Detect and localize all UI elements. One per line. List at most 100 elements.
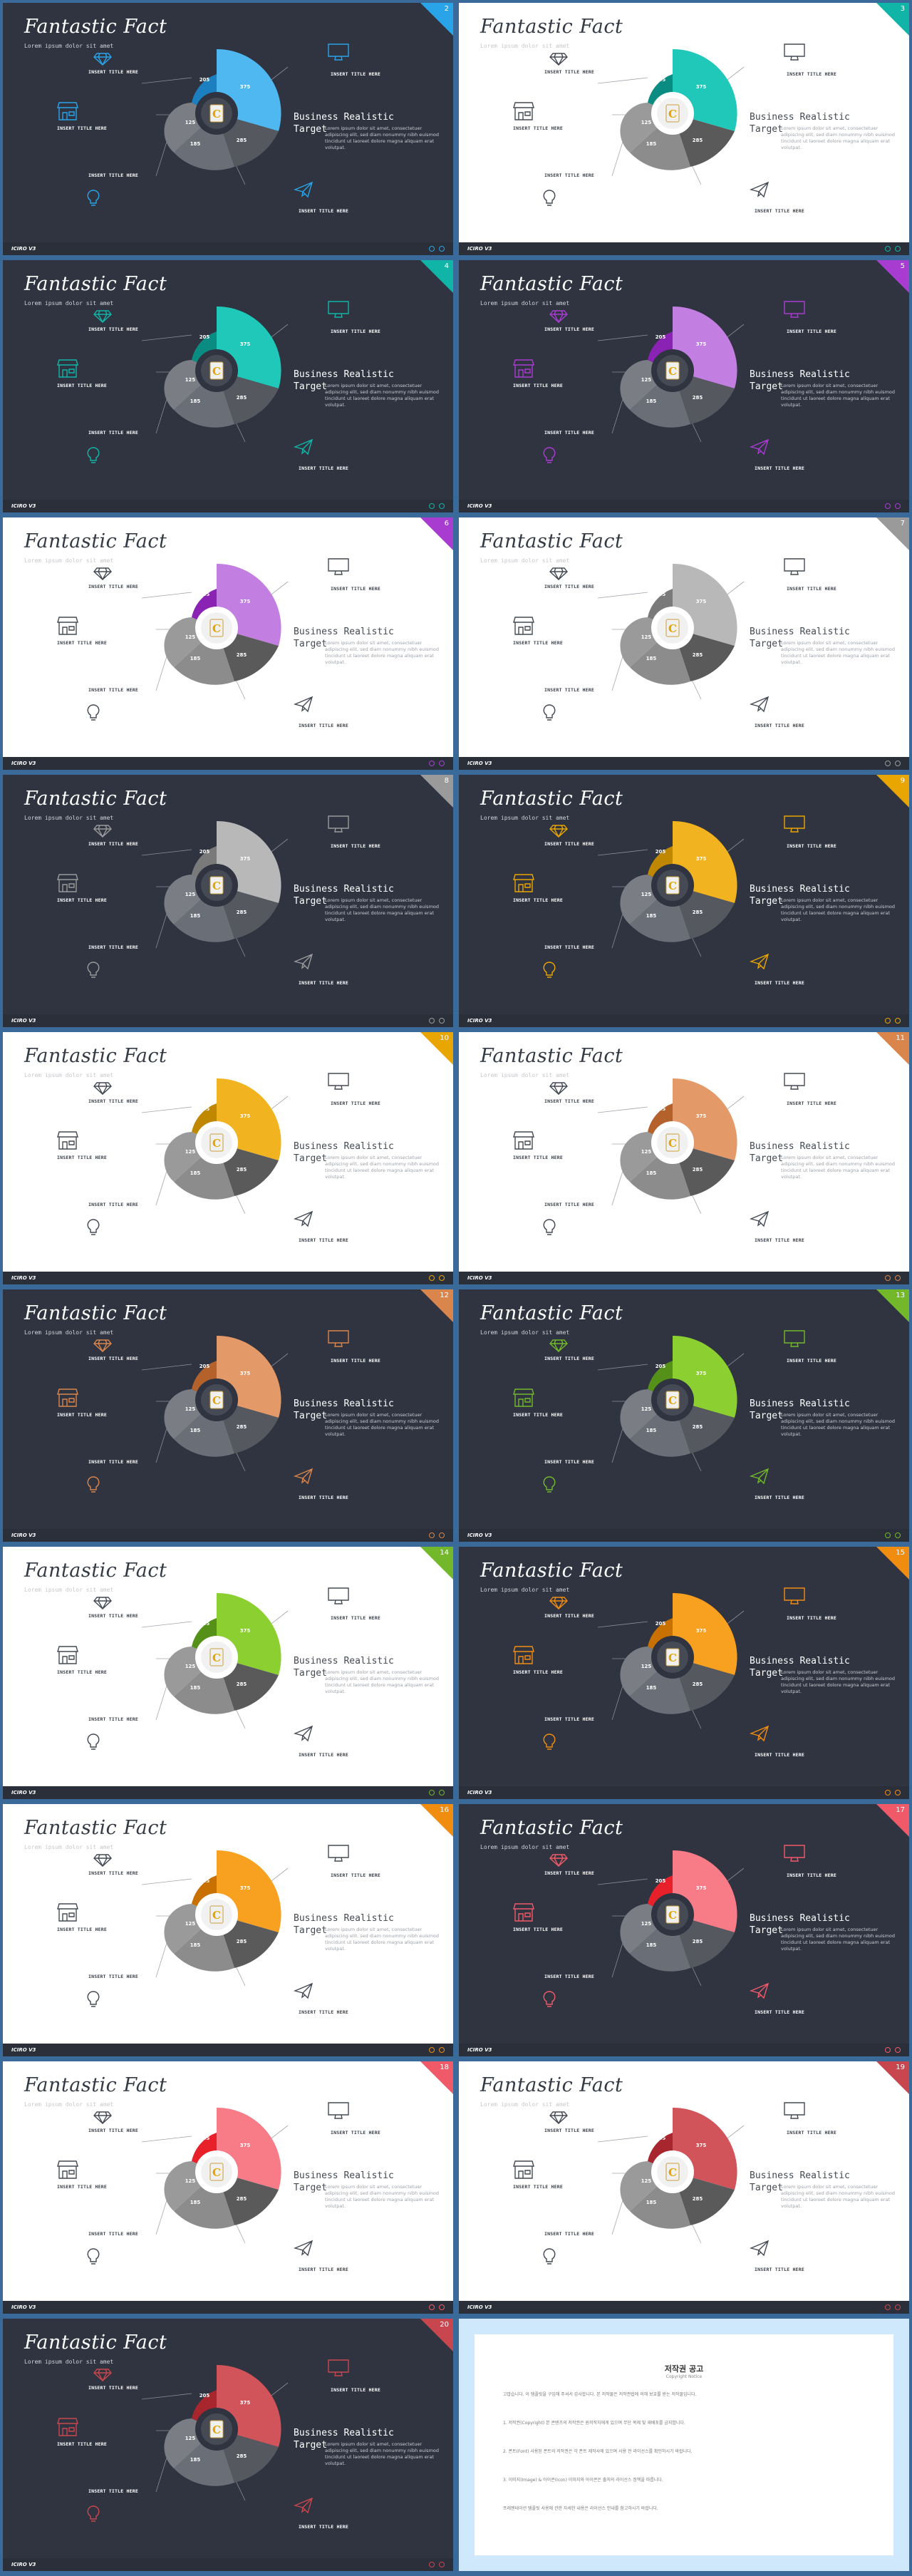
slide-thumbnail[interactable]: Fantastic Fact Lorem ipsum dolor sit ame… [459, 260, 909, 512]
slide-thumbnail[interactable]: Fantastic Fact Lorem ipsum dolor sit ame… [3, 1547, 453, 1799]
nav-prev-dot[interactable] [885, 503, 891, 509]
nav-prev-dot[interactable] [885, 1532, 891, 1538]
nav-prev-dot[interactable] [429, 1018, 435, 1024]
body-text: Lorem ipsum dolor sit amet, consectetuer… [325, 1155, 440, 1180]
slide-thumbnail[interactable]: Fantastic Fact Lorem ipsum dolor sit ame… [3, 1804, 453, 2056]
nav-prev-dot[interactable] [429, 1275, 435, 1281]
nav-prev-dot[interactable] [885, 2047, 891, 2053]
label-top-right: INSERT TITLE HERE [331, 586, 380, 592]
connector-line [141, 2393, 192, 2400]
slide-thumbnail[interactable]: Fantastic Fact Lorem ipsum dolor sit ame… [3, 517, 453, 770]
nav-prev-dot[interactable] [429, 2562, 435, 2567]
slide-thumbnail[interactable]: Fantastic Fact Lorem ipsum dolor sit ame… [459, 517, 909, 770]
slide-footer: ICIRO V3 [459, 1529, 909, 1542]
nav-next-dot[interactable] [439, 1532, 445, 1538]
center-logo [209, 1648, 224, 1666]
nav-prev-dot[interactable] [429, 1532, 435, 1538]
slide-thumbnail[interactable]: Fantastic Fact Lorem ipsum dolor sit ame… [459, 1032, 909, 1284]
slide-thumbnail[interactable]: Fantastic Fact Lorem ipsum dolor sit ame… [3, 1289, 453, 1542]
nav-next-dot[interactable] [895, 503, 901, 509]
value-label: 375 [240, 84, 251, 90]
nav-next-dot[interactable] [895, 246, 901, 252]
fan-chart: C 205 375 285 185 125 [597, 1335, 745, 1472]
monitor-icon [328, 2359, 349, 2376]
label-top-left: INSERT TITLE HERE [88, 2385, 138, 2391]
nav-next-dot[interactable] [895, 2304, 901, 2310]
nav-prev-dot[interactable] [885, 1790, 891, 1796]
nav-prev-dot[interactable] [885, 1018, 891, 1024]
connector-line [597, 1878, 648, 1885]
center-logo [209, 2163, 224, 2181]
nav-next-dot[interactable] [895, 1532, 901, 1538]
value-label: 375 [240, 599, 251, 604]
value-label: 285 [693, 1939, 703, 1944]
nav-next-dot[interactable] [895, 2047, 901, 2053]
nav-next-dot[interactable] [895, 1275, 901, 1281]
nav-next-dot[interactable] [439, 246, 445, 252]
value-label: 375 [696, 1628, 707, 1634]
connector-line [597, 1106, 648, 1113]
slide-thumbnail[interactable]: Fantastic Fact Lorem ipsum dolor sit ame… [459, 1289, 909, 1542]
label-bottom-right: INSERT TITLE HERE [755, 2267, 804, 2272]
lightbulb-icon [543, 2248, 556, 2265]
slide-thumbnail[interactable]: Fantastic Fact Lorem ipsum dolor sit ame… [459, 775, 909, 1027]
nav-next-dot[interactable] [439, 1790, 445, 1796]
nav-prev-dot[interactable] [429, 2047, 435, 2053]
slide-thumbnail[interactable]: Fantastic Fact Lorem ipsum dolor sit ame… [3, 1032, 453, 1284]
diamond-icon [549, 1597, 568, 1609]
monitor-icon [784, 558, 805, 575]
slide-thumbnail[interactable]: Fantastic Fact Lorem ipsum dolor sit ame… [3, 260, 453, 512]
nav-next-dot[interactable] [895, 1790, 901, 1796]
lightbulb-icon [543, 704, 556, 721]
nav-next-dot[interactable] [439, 1275, 445, 1281]
nav-next-dot[interactable] [895, 761, 901, 766]
diamond-icon [93, 53, 112, 66]
nav-next-dot[interactable] [439, 2047, 445, 2053]
copyright-notice-slide[interactable]: 저작권 공고 Copyright Notice 고맙습니다. 이 템플릿을 구입… [459, 2319, 909, 2571]
nav-prev-dot[interactable] [429, 246, 435, 252]
nav-next-dot[interactable] [895, 1018, 901, 1024]
nav-prev-dot[interactable] [885, 761, 891, 766]
footer-brand: ICIRO V3 [11, 1018, 36, 1024]
slide-thumbnail[interactable]: Fantastic Fact Lorem ipsum dolor sit ame… [3, 2061, 453, 2314]
slide-thumbnail[interactable]: Fantastic Fact Lorem ipsum dolor sit ame… [3, 2319, 453, 2571]
value-label: 185 [190, 1428, 201, 1433]
value-label: 205 [656, 1621, 666, 1627]
slide-thumbnail[interactable]: Fantastic Fact Lorem ipsum dolor sit ame… [459, 1804, 909, 2056]
nav-prev-dot[interactable] [885, 1275, 891, 1281]
body-text: Lorem ipsum dolor sit amet, consectetuer… [781, 1669, 896, 1694]
nav-prev-dot[interactable] [429, 503, 435, 509]
slide-thumbnail[interactable]: Fantastic Fact Lorem ipsum dolor sit ame… [459, 3, 909, 255]
nav-next-dot[interactable] [439, 2304, 445, 2310]
center-letter: C [212, 622, 221, 635]
value-label: 205 [200, 334, 210, 340]
nav-next-dot[interactable] [439, 1018, 445, 1024]
slide-thumbnail[interactable]: Fantastic Fact Lorem ipsum dolor sit ame… [3, 3, 453, 255]
nav-prev-dot[interactable] [429, 1790, 435, 1796]
diamond-icon [93, 2111, 112, 2124]
page-number: 5 [900, 262, 905, 270]
lightbulb-icon [543, 1991, 556, 2007]
fan-chart: C 205 375 285 185 125 [141, 1078, 289, 1215]
nav-prev-dot[interactable] [885, 246, 891, 252]
nav-next-dot[interactable] [439, 761, 445, 766]
slide-thumbnail[interactable]: Fantastic Fact Lorem ipsum dolor sit ame… [3, 775, 453, 1027]
slide-thumbnail[interactable]: Fantastic Fact Lorem ipsum dolor sit ame… [459, 2061, 909, 2314]
paper-plane-icon [750, 696, 770, 713]
page-corner [876, 1804, 909, 1837]
store-icon [513, 1131, 534, 1150]
paper-plane-icon [750, 953, 770, 970]
nav-prev-dot[interactable] [885, 2304, 891, 2310]
center-logo [665, 1648, 680, 1666]
center-logo [665, 361, 680, 380]
slide-thumbnail[interactable]: Fantastic Fact Lorem ipsum dolor sit ame… [459, 1547, 909, 1799]
value-label: 185 [646, 2200, 657, 2205]
value-label: 185 [190, 2200, 201, 2205]
nav-prev-dot[interactable] [429, 2304, 435, 2310]
nav-next-dot[interactable] [439, 503, 445, 509]
store-icon [57, 1131, 78, 1150]
slide-title: Fantastic Fact [480, 788, 623, 810]
monitor-icon [328, 558, 349, 575]
nav-next-dot[interactable] [439, 2562, 445, 2567]
nav-prev-dot[interactable] [429, 761, 435, 766]
